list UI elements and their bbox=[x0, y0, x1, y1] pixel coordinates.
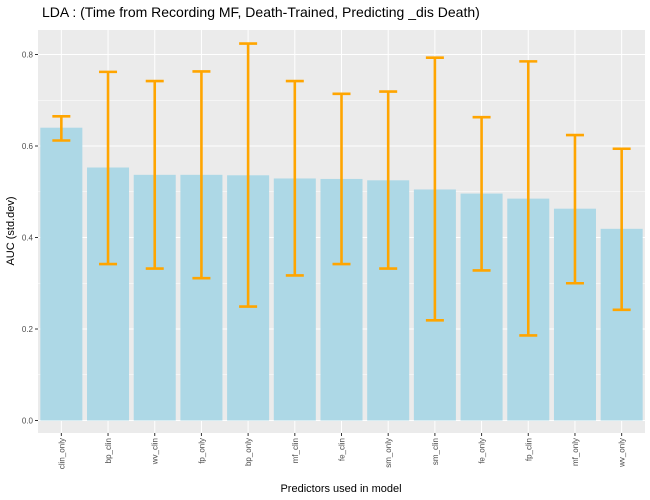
bar-clin_only bbox=[40, 127, 83, 421]
error-bar-bp_only bbox=[239, 42, 258, 308]
x-tick-label: mf_only bbox=[571, 438, 580, 466]
error-bar-clin_only bbox=[52, 114, 71, 142]
error-bars bbox=[52, 42, 631, 337]
error-bar-sm_only bbox=[379, 90, 398, 270]
error-bar-bp_clin bbox=[99, 70, 118, 266]
error-bar-fe_clin bbox=[332, 92, 351, 266]
y-tick-label: 0.2 bbox=[22, 325, 34, 334]
x-tick-label: clin_only bbox=[57, 438, 66, 469]
y-axis-label: AUC (std.dev) bbox=[5, 196, 17, 265]
x-tick-label: fp_only bbox=[197, 438, 206, 464]
x-tick-label: wv_only bbox=[618, 438, 627, 468]
error-bar-wv_clin bbox=[145, 79, 164, 270]
x-axis-label: Predictors used in model bbox=[280, 483, 401, 495]
x-tick-label: mf_clin bbox=[291, 438, 300, 463]
y-tick-label: 0.6 bbox=[22, 142, 34, 151]
error-bar-mf_only bbox=[565, 133, 584, 285]
x-tick-label: fe_only bbox=[478, 438, 487, 464]
x-tick-label: sm_clin bbox=[431, 438, 440, 465]
error-bar-fe_only bbox=[472, 115, 491, 272]
x-tick-label: bp_only bbox=[244, 438, 253, 466]
error-bar-sm_clin bbox=[425, 56, 444, 322]
x-axis-ticks: clin_only bp_clin wv_clin fp_only bp_only mf_… bbox=[57, 433, 627, 469]
chart-title: LDA : (Time from Recording MF, Death-Tra… bbox=[42, 4, 480, 20]
y-tick-label: 0.4 bbox=[22, 234, 34, 243]
x-tick-label: fe_clin bbox=[338, 438, 347, 461]
error-bar-wv_only bbox=[612, 147, 631, 312]
y-tick-label: 0.8 bbox=[22, 51, 34, 60]
y-tick-label: 0.0 bbox=[22, 417, 34, 426]
error-bar-fp_clin bbox=[519, 60, 538, 337]
error-bar-mf_clin bbox=[285, 79, 304, 277]
x-tick-label: fp_clin bbox=[524, 438, 533, 461]
error-bar-fp_only bbox=[192, 70, 211, 280]
y-axis-ticks: 0.0 0.2 0.4 0.6 0.8 bbox=[22, 51, 38, 426]
x-tick-label: sm_only bbox=[384, 438, 393, 468]
x-tick-label: bp_clin bbox=[104, 438, 113, 463]
x-tick-label: wv_clin bbox=[151, 438, 160, 465]
